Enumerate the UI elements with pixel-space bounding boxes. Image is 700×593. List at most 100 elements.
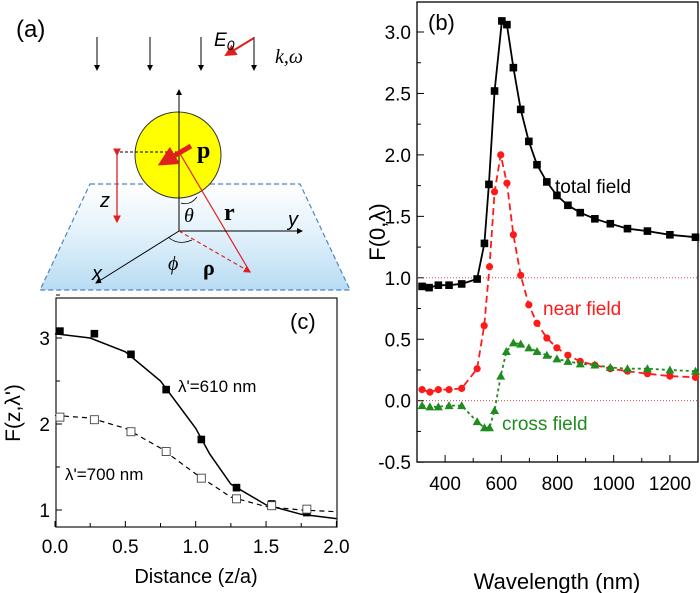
cross-field-data-point bbox=[622, 364, 632, 373]
data-point-700nm bbox=[232, 494, 241, 504]
cross-field-data-point bbox=[496, 371, 506, 380]
total-field-data-point bbox=[564, 201, 572, 210]
z-label: z bbox=[99, 190, 110, 212]
total-field-data-point bbox=[418, 282, 426, 291]
total-field-data-point bbox=[516, 105, 525, 114]
total-field-data-point bbox=[457, 280, 466, 288]
incident-wave-arrows bbox=[94, 37, 257, 71]
near-field-data-point bbox=[490, 188, 499, 196]
panel-b-y-tick-label: -0.5 bbox=[378, 453, 411, 474]
x-axis bbox=[95, 230, 180, 284]
panel-c-x-tick-label: 1.0 bbox=[182, 537, 208, 558]
near-field-data-point bbox=[543, 334, 551, 342]
total-field-data-point bbox=[643, 227, 652, 235]
panel-c-label: (c) bbox=[290, 309, 316, 334]
fit-curve-700nm bbox=[54, 414, 337, 513]
near-field-data-point bbox=[418, 386, 426, 394]
panel-c-y-tick-label: 3 bbox=[39, 329, 50, 350]
cross-field-data-point bbox=[490, 406, 500, 415]
cross-field-data-point bbox=[433, 402, 443, 411]
panel-b-x-tick-label: 400 bbox=[429, 474, 461, 495]
near-field-data-point bbox=[480, 322, 488, 330]
cross-field-data-point bbox=[417, 401, 427, 410]
data-point-610nm bbox=[127, 350, 135, 359]
panel-b-x-tick-label: 1000 bbox=[593, 474, 635, 495]
data-point-700nm bbox=[196, 473, 206, 483]
total-field-data-point bbox=[576, 208, 585, 217]
total-field-data-point bbox=[525, 137, 533, 146]
total-field-data-point bbox=[485, 180, 493, 189]
total-field-data-point bbox=[543, 178, 551, 186]
total-field-data-point bbox=[480, 239, 489, 248]
panel-c-frame bbox=[55, 297, 338, 528]
total-field-curve bbox=[421, 19, 696, 289]
panel-b-y-tick-label: 1.5 bbox=[385, 207, 411, 228]
surface-plane bbox=[39, 183, 351, 291]
data-point-700nm bbox=[302, 504, 312, 514]
data-point-700nm bbox=[161, 447, 171, 456]
total-field-data-point bbox=[509, 63, 518, 72]
panel-c-chart: (c) Distance (z/a) F(z,λ') λ'=610 nm λ'=… bbox=[2, 294, 350, 588]
near-field-data-point bbox=[497, 151, 505, 159]
data-point-610nm bbox=[162, 385, 170, 394]
panel-a-label: (a) bbox=[16, 16, 45, 43]
total-field-data-point bbox=[434, 281, 443, 289]
near-field-data-point bbox=[458, 384, 466, 393]
total-field-data-point bbox=[623, 224, 632, 233]
panel-b-y-tick-label: 2.5 bbox=[385, 84, 411, 105]
cross-field-data-point bbox=[484, 423, 494, 432]
data-point-700nm bbox=[267, 501, 277, 511]
series-label-cross-field: cross field bbox=[502, 414, 588, 435]
panel-b-y-tick-label: 2.0 bbox=[385, 146, 411, 167]
r-label: r bbox=[224, 200, 235, 226]
total-field-data-point bbox=[533, 160, 541, 169]
cross-field-data-point bbox=[516, 339, 526, 348]
panel-b-y-tick-label: 0.0 bbox=[385, 392, 411, 413]
cross-field-data-point bbox=[444, 401, 454, 410]
near-field-data-point bbox=[503, 179, 511, 187]
total-field-data-point bbox=[606, 219, 615, 228]
panel-c-x-tick-label: 0.0 bbox=[42, 537, 68, 558]
total-field-data-point bbox=[425, 283, 433, 292]
panel-b-y-tick-label: 0.5 bbox=[385, 330, 411, 351]
panel-c-y-tick-label: 2 bbox=[39, 415, 50, 436]
panel-a-diagram: (a) E0 k,ω z p r θ y x ϕ ρ bbox=[16, 16, 351, 291]
near-field-data-point bbox=[473, 365, 481, 373]
panel-b-y-tick-label: 3.0 bbox=[385, 23, 411, 44]
panel-c-x-tick-label: 2.0 bbox=[323, 537, 349, 558]
cross-field-data-point bbox=[552, 354, 562, 363]
phi-arc bbox=[167, 236, 193, 243]
phi-label: ϕ bbox=[168, 253, 178, 275]
theta-arc bbox=[180, 196, 198, 205]
panel-c-y-tick-label: 1 bbox=[39, 501, 50, 522]
total-field-data-point bbox=[666, 230, 674, 239]
near-field-data-point bbox=[553, 344, 561, 352]
theta-label: θ bbox=[184, 205, 194, 227]
data-point-700nm bbox=[89, 415, 99, 425]
cross-field-data-point bbox=[425, 402, 435, 411]
panel-c-y-axis-title: F(z,λ') bbox=[2, 384, 25, 442]
panel-c-x-tick-label: 0.5 bbox=[112, 537, 138, 558]
series-label-total-field: total field bbox=[555, 177, 631, 198]
panel-b-x-tick-label: 1200 bbox=[649, 474, 691, 495]
cross-field-data-point bbox=[590, 360, 600, 369]
total-field-data-point bbox=[503, 20, 511, 29]
near-field-data-point bbox=[434, 386, 442, 394]
data-point-610nm bbox=[56, 327, 64, 335]
panel-b-x-tick-label: 800 bbox=[542, 474, 574, 495]
cross-field-data-point bbox=[524, 343, 534, 352]
data-point-700nm bbox=[55, 412, 65, 422]
near-field-data-point bbox=[445, 386, 453, 394]
panel-c-x-tick-label: 1.5 bbox=[253, 537, 279, 558]
panel-c-x-axis-title: Distance (z/a) bbox=[134, 566, 257, 588]
e0-label: E0 bbox=[214, 30, 235, 53]
total-field-data-point bbox=[445, 281, 453, 289]
near-field-data-point bbox=[426, 388, 434, 396]
cross-field-data-point bbox=[642, 364, 652, 373]
series-label-700nm: λ'=700 nm bbox=[65, 465, 143, 484]
x-axis-label: x bbox=[91, 263, 103, 285]
rho-label: ρ bbox=[203, 255, 215, 280]
cross-field-data-point bbox=[665, 365, 675, 374]
panel-b-y-axis-title: F(0,λ) bbox=[365, 203, 390, 260]
